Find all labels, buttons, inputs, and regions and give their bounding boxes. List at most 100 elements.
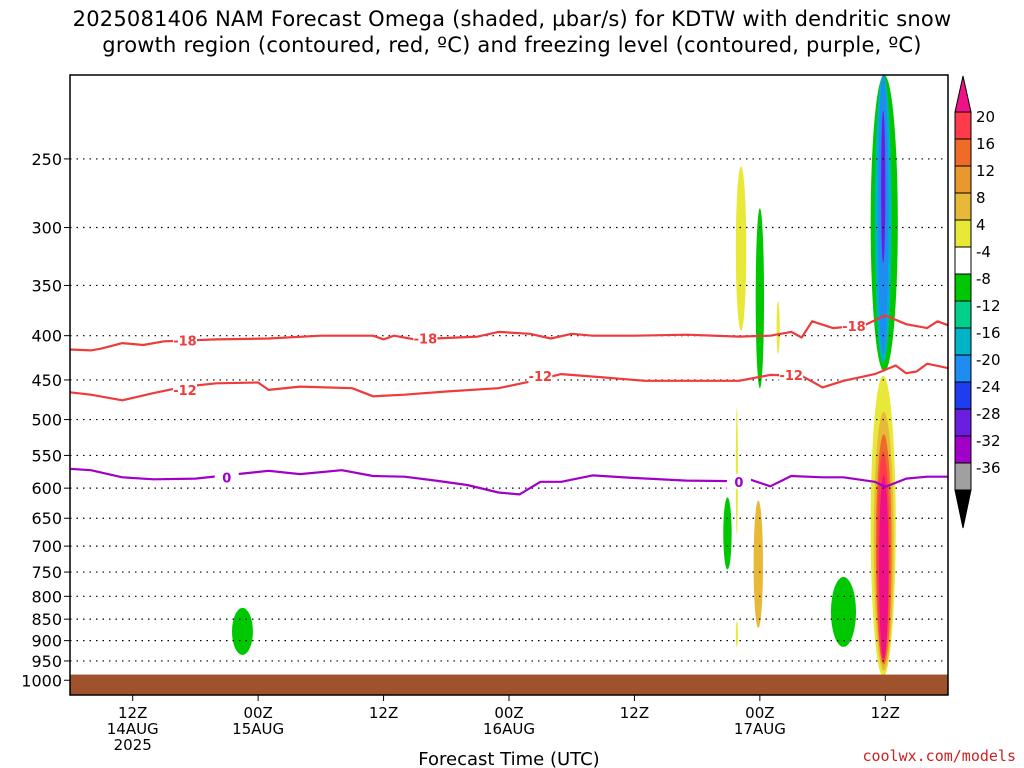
contour-label-bg-0-1 (726, 473, 751, 489)
ytick-label-800: 800 (31, 587, 62, 606)
xtick-label-0-1: 14AUG (107, 720, 159, 738)
xtick-label-0-2: 2025 (114, 736, 152, 754)
contour-line--12 (70, 362, 948, 402)
contour-layer: -18 -18 -18 -12 -12 -12 0 0 (70, 314, 948, 496)
ytick-label-500: 500 (31, 411, 62, 430)
colorbar-label-2: 12 (976, 162, 995, 180)
contour-label-bg--12-2 (779, 366, 804, 382)
colorbar-label-11: -28 (976, 405, 1001, 423)
colorbar-label-8: -16 (976, 324, 1001, 342)
colorbar-label-4: 4 (976, 216, 986, 234)
colorbar-segment-9 (954, 354, 972, 383)
contour-label--12-0: -12 (173, 384, 197, 399)
ytick-label-850: 850 (31, 610, 62, 629)
chart-title: 2025081406 NAM Forecast Omega (shaded, µ… (0, 6, 1024, 58)
contour-label--12-2: -12 (779, 369, 803, 384)
colorbar-label-0: 20 (976, 108, 995, 126)
omega-region-6 (753, 500, 763, 628)
colorbar-segment-1 (954, 138, 972, 167)
omega-region-7 (735, 621, 738, 647)
contour-label--18-0: -18 (173, 334, 197, 349)
credit-link[interactable]: coolwx.com/models (862, 747, 1016, 765)
xtick-label-6-0: 12Z (871, 704, 900, 722)
ytick-label-700: 700 (31, 537, 62, 556)
contour-label-bg--18-1 (413, 330, 438, 346)
colorbar-label-13: -36 (976, 459, 1001, 477)
colorbar-segment-13 (954, 462, 972, 491)
colorbar-segment-7 (954, 300, 972, 329)
contour-label--12-1: -12 (529, 370, 553, 385)
terrain-layer (70, 674, 948, 695)
colorbar-label-1: 16 (976, 135, 995, 153)
pressure-axis: 250 300 350 400 450 500 550 600 650 700 750 800 850 9… (21, 150, 70, 690)
colorbar-label-9: -20 (976, 351, 1001, 369)
omega-colorbar: 20 16 12 8 4 -4 -8 -12 -16 -20 -24 -28 -32 -36 (954, 75, 1001, 529)
omega-region-4 (723, 497, 732, 570)
ytick-label-350: 350 (31, 276, 62, 295)
contour-label-bg--12-1 (528, 367, 553, 383)
xtick-label-5-1: 17AUG (734, 720, 786, 738)
contour-label-bg--18-2 (841, 318, 866, 334)
ytick-label-900: 900 (31, 632, 62, 651)
omega-region-0 (232, 607, 253, 655)
colorbar-label-6: -8 (976, 270, 991, 288)
colorbar-label-7: -12 (976, 297, 1001, 315)
xtick-label-5-0: 00Z (745, 704, 774, 722)
pressure-gridlines (70, 158, 948, 681)
xtick-label-1-0: 00Z (243, 704, 272, 722)
colorbar-segment-8 (954, 327, 972, 356)
x-axis-title: Forecast Time (UTC) (418, 749, 599, 768)
omega-region-5 (735, 408, 738, 536)
ytick-label-550: 550 (31, 446, 62, 465)
omega-region-8 (830, 577, 857, 647)
colorbar-label-3: 8 (976, 189, 986, 207)
xtick-label-3-1: 16AUG (483, 720, 535, 738)
ytick-label-650: 650 (31, 509, 62, 528)
terrain-fill (70, 674, 948, 695)
ytick-label-450: 450 (31, 371, 62, 390)
xtick-label-4-0: 12Z (620, 704, 649, 722)
contour-label-bg--12-0 (172, 381, 197, 397)
ytick-label-950: 950 (31, 652, 62, 671)
colorbar-segment-11 (954, 408, 972, 437)
chart-title-line2: growth region (contoured, red, ºC) and f… (102, 33, 922, 57)
colorbar-under-triangle (954, 489, 972, 529)
omega-region-17 (879, 475, 889, 659)
colorbar-over-triangle (954, 75, 972, 113)
colorbar-segment-4 (954, 219, 972, 248)
colorbar-segment-0 (954, 111, 972, 140)
omega-region-1 (735, 166, 747, 331)
colorbar-segment-12 (954, 435, 972, 464)
contour-line-0 (70, 467, 948, 496)
colorbar-label-10: -24 (976, 378, 1001, 396)
contour-label--18-2: -18 (842, 320, 866, 335)
xtick-label-2-0: 12Z (369, 704, 398, 722)
ytick-label-1000: 1000 (21, 671, 62, 690)
ytick-label-600: 600 (31, 479, 62, 498)
contour-label--18-1: -18 (414, 332, 438, 347)
ytick-label-400: 400 (31, 327, 62, 346)
xtick-label-3-0: 00Z (494, 704, 523, 722)
omega-region-12 (881, 110, 886, 264)
colorbar-segment-6 (954, 273, 972, 302)
ytick-label-250: 250 (31, 150, 62, 169)
ytick-label-300: 300 (31, 218, 62, 237)
omega-shading-layer (232, 75, 898, 677)
colorbar-segment-5 (954, 246, 972, 275)
contour-label-0-1: 0 (734, 476, 743, 491)
xtick-label-0-0: 12Z (118, 704, 147, 722)
xtick-label-1-1: 15AUG (232, 720, 284, 738)
colorbar-label-12: -32 (976, 432, 1001, 450)
chart-title-line1: 2025081406 NAM Forecast Omega (shaded, µ… (72, 7, 952, 31)
colorbar-label-5: -4 (976, 243, 991, 261)
contour-line--18 (70, 314, 948, 352)
colorbar-segment-2 (954, 165, 972, 194)
colorbar-segment-10 (954, 381, 972, 410)
ytick-label-750: 750 (31, 563, 62, 582)
contour-label-0-0: 0 (222, 471, 231, 486)
contour-label-bg-0-0 (214, 469, 239, 485)
colorbar-segment-3 (954, 192, 972, 221)
omega-region-3 (776, 301, 780, 355)
